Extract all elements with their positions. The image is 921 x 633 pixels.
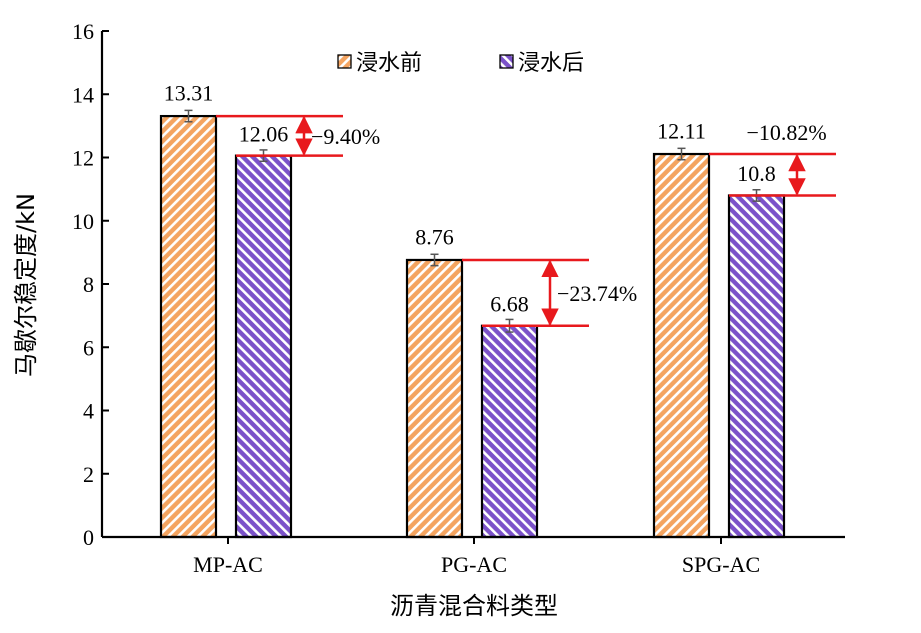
y-tick-label: 4 [83, 399, 94, 424]
y-tick-label: 0 [83, 525, 94, 550]
y-axis-label: 马歇尔稳定度/kN [12, 193, 40, 377]
y-tick-label: 14 [72, 82, 94, 107]
value-label-after: 12.06 [239, 121, 289, 146]
bar-before-mp-ac [159, 114, 218, 539]
value-label-before: 12.11 [657, 118, 706, 143]
change-percent-label: −10.82% [747, 120, 827, 145]
x-tick-label: PG-AC [441, 552, 507, 577]
y-tick-label: 8 [83, 272, 94, 297]
bar-before-pg-ac [405, 258, 464, 539]
value-label-after: 10.8 [737, 161, 776, 186]
x-tick-label: SPG-AC [682, 552, 760, 577]
x-tick-label: MP-AC [193, 552, 263, 577]
y-tick-label: 6 [83, 335, 94, 360]
y-tick-label: 10 [72, 209, 94, 234]
bar-before-spg-ac [652, 152, 711, 539]
legend-swatch-before [337, 54, 352, 69]
bar-after-pg-ac [480, 324, 539, 539]
value-label-before: 8.76 [415, 224, 454, 249]
change-percent-label: −9.40% [311, 124, 380, 149]
legend-swatch-after [499, 54, 514, 69]
change-percent-label: −23.74% [557, 281, 637, 306]
value-label-after: 6.68 [490, 291, 529, 316]
legend: 浸水前 浸水后 [337, 51, 584, 76]
legend-label-after: 浸水后 [518, 51, 584, 76]
bar-after-mp-ac [234, 154, 293, 539]
x-axis-label: 沥青混合料类型 [390, 592, 558, 620]
y-tick-label: 2 [83, 462, 94, 487]
y-tick-label: 16 [72, 19, 94, 44]
y-tick-label: 12 [72, 146, 94, 171]
value-label-before: 13.31 [164, 80, 214, 105]
bar-after-spg-ac [727, 194, 786, 539]
legend-label-before: 浸水前 [356, 51, 422, 76]
